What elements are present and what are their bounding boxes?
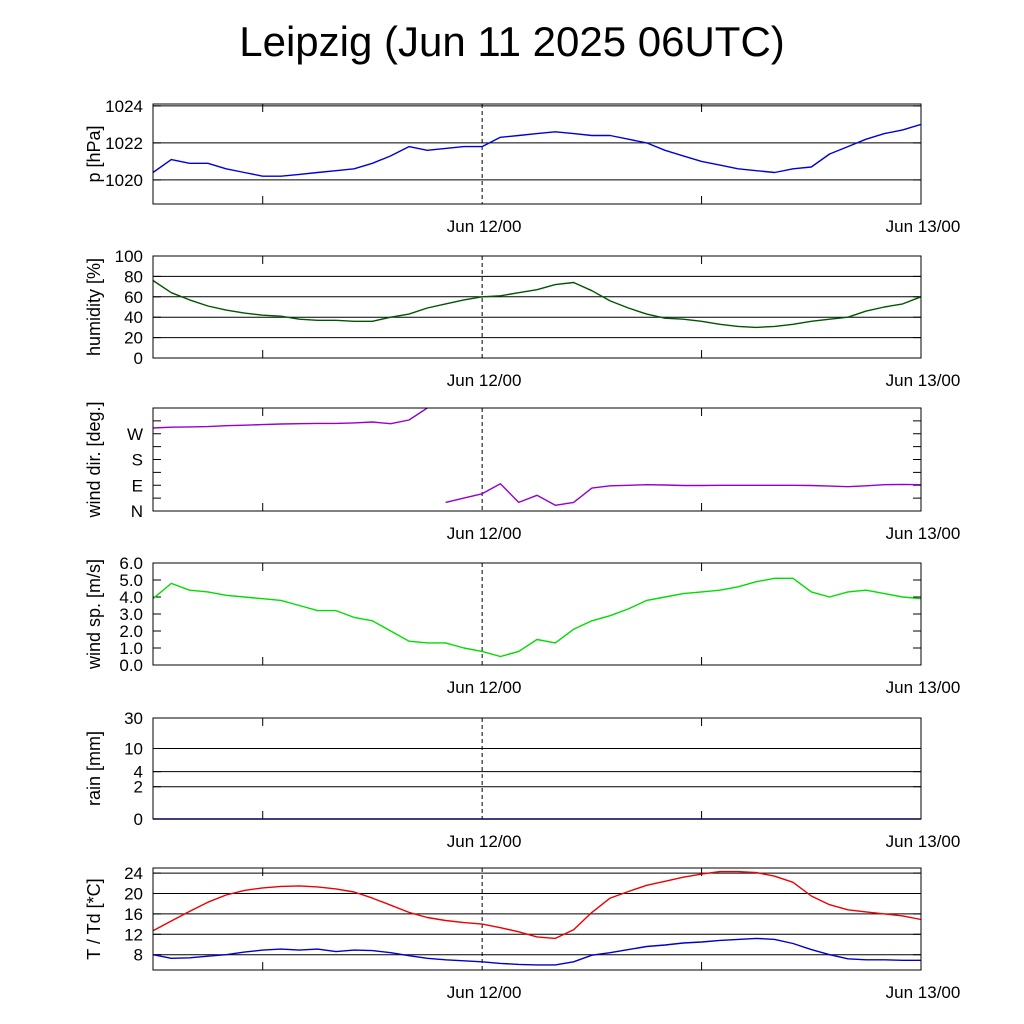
x-tick-label: Jun 13/00 — [886, 983, 961, 1002]
y-axis-label: p [hPa] — [84, 125, 104, 182]
series-line — [152, 937, 921, 966]
y-tick-label: 40 — [124, 308, 143, 327]
y-axis-label: wind sp. [m/s] — [84, 559, 104, 670]
x-tick-label: Jun 12/00 — [447, 217, 522, 236]
plot-frame — [152, 562, 922, 666]
plot-frame — [152, 867, 922, 971]
series-line — [152, 577, 922, 658]
y-tick-label: 2 — [134, 778, 143, 797]
y-tick-label: 1.0 — [119, 639, 143, 658]
x-tick-label: Jun 13/00 — [886, 678, 961, 697]
y-axis-label: humidity [%] — [84, 258, 104, 356]
y-tick-label: 8 — [134, 946, 143, 965]
y-tick-label: 24 — [124, 864, 143, 883]
x-tick-label: Jun 13/00 — [886, 832, 961, 851]
x-tick-label: Jun 13/00 — [886, 217, 961, 236]
y-tick-label: 2.0 — [119, 622, 143, 641]
x-tick-label: Jun 12/00 — [447, 678, 522, 697]
y-tick-label: 80 — [124, 267, 143, 286]
y-tick-label: 10 — [124, 739, 143, 758]
y-tick-label: 4 — [134, 763, 143, 782]
y-tick-label: 12 — [124, 925, 143, 944]
y-tick-label: 1022 — [105, 134, 143, 153]
y-tick-label: 5.0 — [119, 571, 143, 590]
y-tick-label: 20 — [124, 885, 143, 904]
series-line — [152, 870, 922, 940]
x-tick-label: Jun 12/00 — [447, 371, 522, 390]
y-tick-label: 6.0 — [119, 554, 143, 573]
y-tick-label: 1020 — [105, 171, 143, 190]
x-tick-label: Jun 12/00 — [447, 832, 522, 851]
x-tick-label: Jun 12/00 — [447, 983, 522, 1002]
x-tick-label: Jun 13/00 — [886, 524, 961, 543]
y-tick-label: 1024 — [105, 97, 143, 116]
chart-title: Leipzig (Jun 11 2025 06UTC) — [239, 18, 785, 65]
y-tick-label: S — [132, 451, 143, 470]
y-axis-label: rain [mm] — [84, 731, 104, 806]
y-tick-label: 100 — [115, 247, 143, 266]
plot-frame — [152, 255, 922, 359]
y-tick-label: N — [131, 502, 143, 521]
series-line — [152, 407, 922, 506]
y-tick-label: 60 — [124, 288, 143, 307]
y-tick-label: W — [127, 425, 143, 444]
plot-frame — [152, 717, 922, 820]
y-tick-label: 0 — [134, 349, 143, 368]
series-line — [152, 123, 922, 177]
plot-frame — [152, 407, 922, 512]
y-tick-label: E — [132, 476, 143, 495]
y-axis-label: T / Td [*C] — [84, 878, 104, 959]
y-tick-label: 4.0 — [119, 588, 143, 607]
series-line — [152, 279, 922, 329]
y-tick-label: 30 — [124, 709, 143, 728]
y-axis-label: wind dir. [deg.] — [84, 401, 104, 518]
y-tick-label: 16 — [124, 905, 143, 924]
y-tick-label: 0.0 — [119, 656, 143, 675]
plot-frame — [152, 103, 922, 205]
y-tick-label: 3.0 — [119, 605, 143, 624]
x-tick-label: Jun 12/00 — [447, 524, 522, 543]
x-tick-label: Jun 13/00 — [886, 371, 961, 390]
y-tick-label: 20 — [124, 329, 143, 348]
y-tick-label: 0 — [134, 810, 143, 829]
